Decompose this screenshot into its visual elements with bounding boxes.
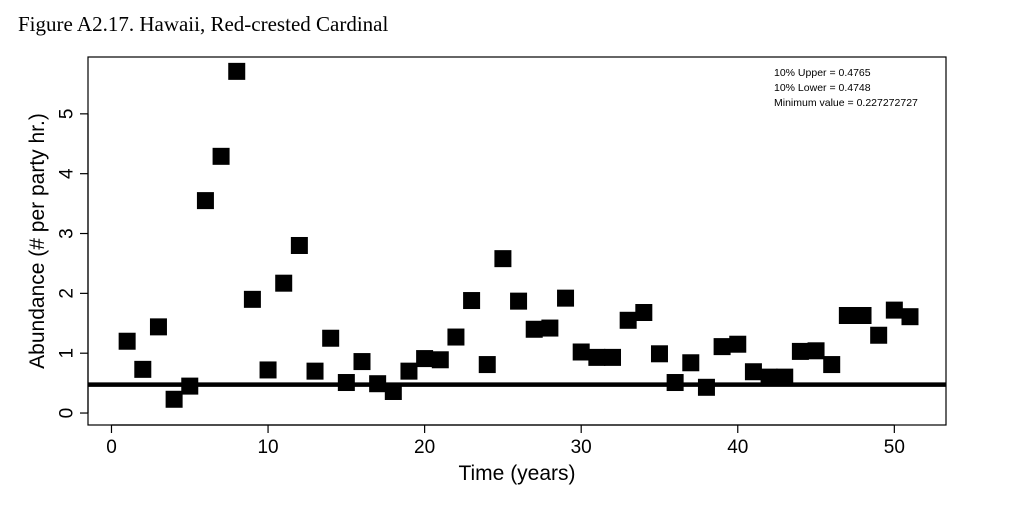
data-point bbox=[212, 147, 230, 165]
data-point bbox=[588, 348, 606, 366]
data-point bbox=[572, 343, 590, 361]
data-point bbox=[854, 306, 872, 324]
figure-title: Figure A2.17. Hawaii, Red-crested Cardin… bbox=[18, 12, 389, 36]
data-point bbox=[823, 356, 841, 374]
data-point bbox=[807, 342, 825, 360]
legend-annotations: 10% Upper = 0.4765 10% Lower = 0.4748 Mini… bbox=[774, 67, 918, 109]
y-tick-label: 2 bbox=[57, 288, 78, 299]
data-point bbox=[776, 368, 794, 386]
data-point bbox=[525, 320, 543, 338]
data-point bbox=[478, 356, 496, 374]
y-axis: 0 1 2 3 4 5 bbox=[57, 109, 89, 419]
data-point bbox=[431, 351, 449, 369]
annotation-text: Minimum value = 0.227272727 bbox=[774, 97, 918, 109]
data-point bbox=[682, 354, 700, 372]
data-point bbox=[322, 329, 340, 347]
data-point bbox=[760, 368, 778, 386]
x-axis-label: Time (years) bbox=[458, 462, 575, 485]
data-point bbox=[729, 335, 747, 353]
data-point bbox=[400, 362, 418, 380]
annotation-text: 10% Lower = 0.4748 bbox=[774, 82, 871, 94]
data-point bbox=[416, 350, 434, 368]
data-point bbox=[604, 348, 622, 366]
data-point bbox=[557, 289, 575, 307]
data-point bbox=[275, 274, 293, 292]
y-tick-label: 5 bbox=[57, 109, 78, 120]
data-point bbox=[744, 363, 762, 381]
y-tick-label: 0 bbox=[57, 408, 78, 419]
x-tick-label: 40 bbox=[727, 437, 748, 458]
x-tick-label: 20 bbox=[414, 437, 435, 458]
data-point bbox=[838, 306, 856, 324]
data-point bbox=[149, 318, 167, 336]
data-point bbox=[713, 338, 731, 356]
data-point bbox=[384, 382, 402, 400]
data-point bbox=[165, 390, 183, 408]
data-point bbox=[635, 304, 653, 322]
data-point bbox=[650, 345, 668, 363]
data-point bbox=[181, 377, 199, 395]
data-point bbox=[196, 192, 214, 210]
x-tick-label: 30 bbox=[571, 437, 592, 458]
data-point bbox=[337, 374, 355, 392]
data-point bbox=[306, 362, 324, 380]
data-point bbox=[541, 319, 559, 337]
y-axis-label: Abundance (# per party hr.) bbox=[26, 113, 49, 369]
data-point bbox=[697, 378, 715, 396]
data-point bbox=[791, 342, 809, 360]
data-point bbox=[228, 62, 246, 80]
data-point bbox=[901, 308, 919, 326]
data-point bbox=[369, 375, 387, 393]
data-point bbox=[666, 374, 684, 392]
data-points bbox=[118, 62, 919, 408]
data-point bbox=[118, 332, 136, 350]
data-point bbox=[619, 311, 637, 329]
data-point bbox=[447, 328, 465, 346]
data-point bbox=[494, 250, 512, 268]
x-tick-label: 10 bbox=[257, 437, 278, 458]
y-tick-label: 1 bbox=[57, 348, 78, 359]
y-tick-label: 4 bbox=[57, 168, 78, 179]
data-point bbox=[134, 360, 152, 378]
x-tick-label: 50 bbox=[884, 437, 905, 458]
data-point bbox=[243, 290, 261, 308]
data-point bbox=[353, 353, 371, 371]
data-point bbox=[510, 292, 528, 310]
x-axis: 0 10 20 30 40 50 bbox=[106, 424, 905, 458]
data-point bbox=[463, 292, 481, 310]
data-point bbox=[870, 326, 888, 344]
x-tick-label: 0 bbox=[106, 437, 117, 458]
data-point bbox=[259, 361, 277, 379]
y-tick-label: 3 bbox=[57, 228, 78, 239]
data-point bbox=[885, 301, 903, 319]
data-point bbox=[290, 236, 308, 254]
annotation-text: 10% Upper = 0.4765 bbox=[774, 67, 871, 79]
plot-frame bbox=[87, 56, 947, 426]
